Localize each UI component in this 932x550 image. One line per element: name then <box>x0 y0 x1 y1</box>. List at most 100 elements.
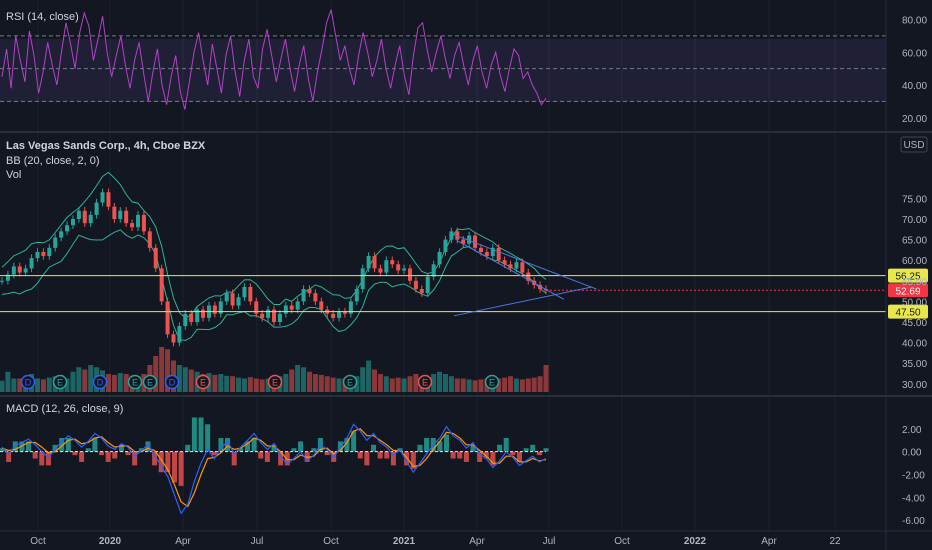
volume-bar <box>17 378 23 392</box>
candle-body <box>467 235 472 244</box>
last-price-label-bg <box>888 283 928 298</box>
macd-histogram-bar <box>26 441 32 452</box>
macd-histogram-bar <box>118 444 124 452</box>
event-marker-9[interactable]: E <box>417 374 433 390</box>
event-marker-label: E <box>347 378 353 388</box>
volume-bar <box>70 371 76 392</box>
macd-histogram-bar <box>264 451 270 462</box>
volume-bar <box>525 378 531 392</box>
volume-bar <box>454 378 460 392</box>
candle-body <box>88 214 93 224</box>
price-tick-9: 30.00 <box>902 380 927 391</box>
candle-body <box>461 239 466 244</box>
volume-bar <box>34 378 40 392</box>
macd-legend[interactable]: MACD (12, 26, close, 9) <box>6 403 123 415</box>
candle-body <box>342 311 347 314</box>
macd-histogram-bar <box>6 451 12 462</box>
candle-body <box>29 258 34 269</box>
vol-legend[interactable]: Vol <box>6 169 21 181</box>
rsi-band-fill <box>0 39 886 102</box>
candle-body <box>82 210 87 224</box>
event-marker-3[interactable]: E <box>127 374 143 390</box>
candle-body <box>124 210 129 224</box>
event-marker-6[interactable]: E <box>195 374 211 390</box>
volume-bar <box>230 376 236 392</box>
candle-body <box>396 264 401 271</box>
grid <box>37 0 836 531</box>
macd-histogram-bar <box>79 451 85 462</box>
macd-histogram-bar <box>258 451 264 459</box>
macd-histogram-bar <box>470 444 476 452</box>
rsi-tick-0: 80.00 <box>902 15 927 26</box>
currency-badge[interactable] <box>900 136 928 153</box>
time-axis[interactable]: Oct 2020 Apr Jul Oct 2021 Apr Jul Oct 2022 Apr 22 <box>30 536 841 547</box>
candle-body <box>65 225 70 232</box>
candle-body <box>236 297 241 306</box>
price-tick-4: 55.00 <box>902 277 927 288</box>
candle-body <box>272 309 276 322</box>
volume-bar <box>40 379 46 392</box>
price-axis[interactable]: 75.00 70.00 65.00 60.00 55.00 50.00 45.00 40.00… <box>902 194 927 390</box>
volume-bar <box>466 379 472 392</box>
candle-body <box>277 313 282 322</box>
level-label-47.50: 47.50 <box>895 308 920 319</box>
macd-tick-3: -4.00 <box>902 493 925 504</box>
trend-line-0[interactable] <box>453 286 592 317</box>
trend-line-2[interactable] <box>456 239 565 300</box>
macd-histogram-bar <box>185 444 191 452</box>
candle-body <box>35 251 40 259</box>
volume-bar <box>0 380 5 392</box>
volume-bar <box>460 378 466 392</box>
bb-lower-band <box>1 229 547 342</box>
macd-histogram-bar <box>218 437 224 452</box>
candle-body <box>171 334 176 343</box>
macd-histogram-bar <box>132 451 138 466</box>
macd-histogram-bar <box>171 451 177 483</box>
event-marker-4[interactable]: E <box>142 374 158 390</box>
volume-bar <box>301 367 307 392</box>
candle-body <box>23 268 28 273</box>
volume-bar <box>265 378 271 392</box>
candle-body <box>254 301 259 314</box>
candle-body <box>248 286 253 302</box>
macd-tick-4: -6.00 <box>902 516 925 527</box>
event-marker-10[interactable]: E <box>484 374 500 390</box>
volume-bar <box>442 374 448 392</box>
macd-histogram-bar <box>510 451 516 456</box>
candle-body <box>408 268 412 281</box>
bb-legend[interactable]: BB (20, close, 2, 0) <box>6 155 100 167</box>
volume-bar <box>513 378 519 392</box>
event-marker-1[interactable]: E <box>52 374 68 390</box>
time-tick-3: Jul <box>251 536 264 547</box>
rsi-axis[interactable]: 80.00 60.00 40.00 20.00 <box>902 15 927 124</box>
rsi-legend[interactable]: RSI (14, close) <box>6 11 79 23</box>
macd-histogram-bar <box>371 444 377 452</box>
volume-bar <box>318 374 324 392</box>
event-marker-2[interactable]: D <box>92 374 108 390</box>
trend-lines[interactable] <box>453 234 597 317</box>
volume-bar <box>76 367 82 392</box>
volume-bar <box>478 379 484 392</box>
event-marker-8[interactable]: E <box>342 374 358 390</box>
macd-histogram-bar <box>231 451 237 466</box>
rsi-tick-2: 40.00 <box>902 81 927 92</box>
macd-axis[interactable]: 2.00 0.00 -2.00 -4.00 -6.00 <box>902 425 925 527</box>
trend-line-1[interactable] <box>453 234 597 290</box>
candle-body <box>402 268 407 271</box>
volume-bar <box>105 374 111 392</box>
volume-bar <box>165 349 171 392</box>
event-marker-0[interactable]: D <box>20 374 36 390</box>
symbol-legend[interactable]: Las Vegas Sands Corp., 4h, Cboe BZX <box>6 140 206 152</box>
volume-bar <box>295 365 301 392</box>
time-tick-6: Apr <box>469 536 485 547</box>
macd-histogram-bar <box>417 444 423 452</box>
horizontal-levels[interactable]: 56.25 47.50 52.69 <box>0 268 928 319</box>
event-marker-5[interactable]: D <box>164 374 180 390</box>
event-marker-label: E <box>132 378 138 388</box>
event-marker-ring <box>52 374 68 390</box>
event-marker-7[interactable]: E <box>267 374 283 390</box>
event-marker-label: E <box>489 378 495 388</box>
macd-histogram-bar <box>477 451 483 462</box>
